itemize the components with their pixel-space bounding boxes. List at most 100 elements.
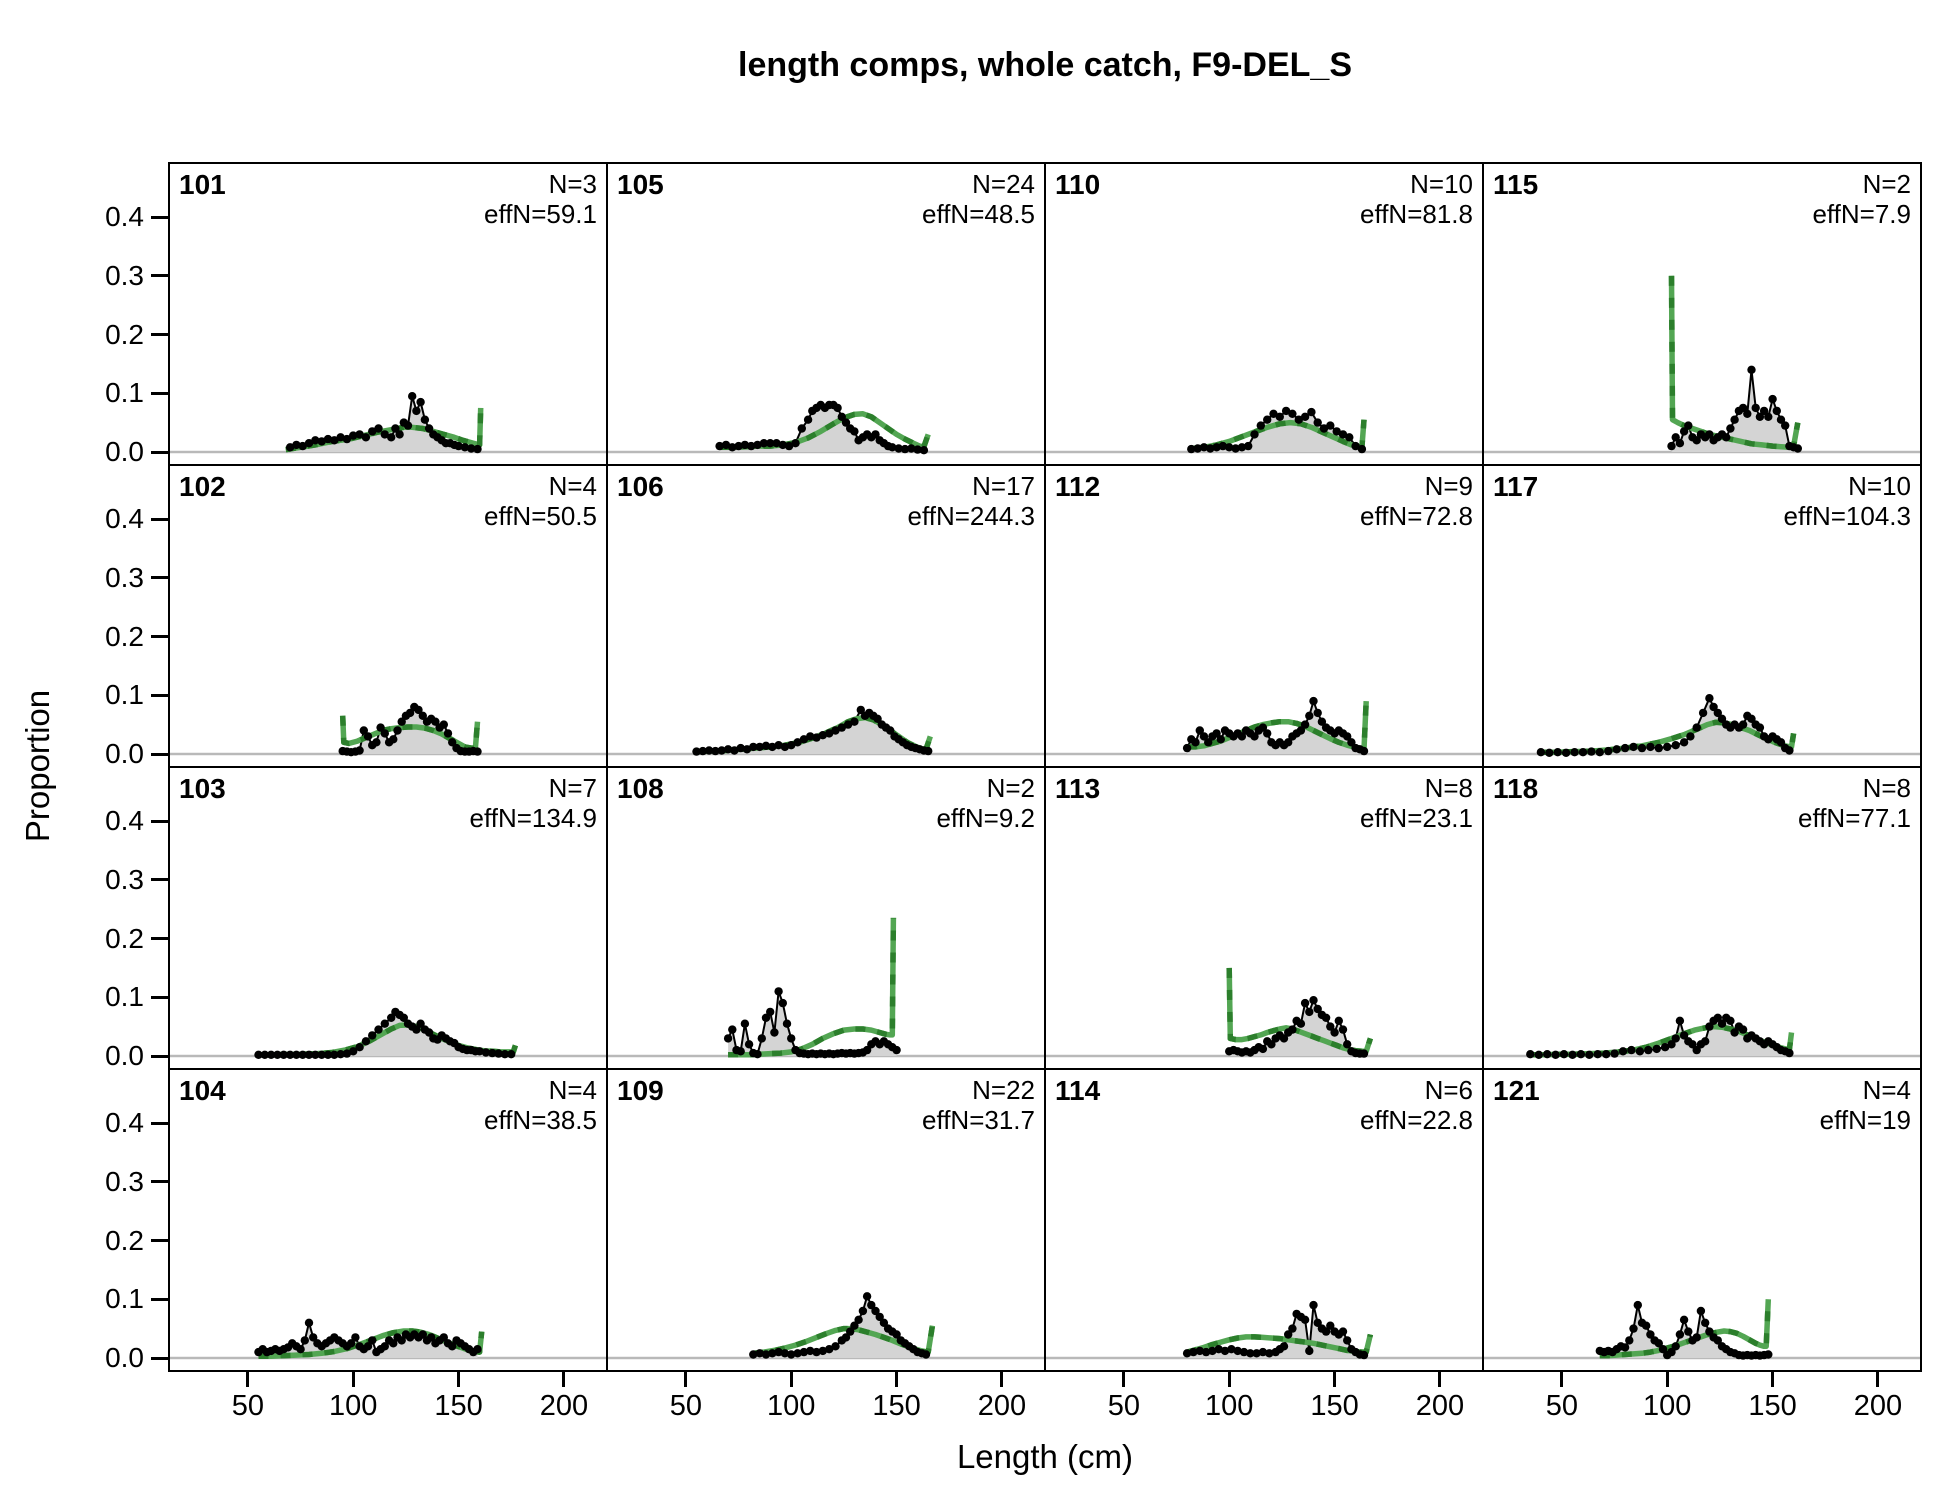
panel-plot-area [1046,1300,1482,1360]
observed-point [1300,998,1310,1008]
observed-area [1671,369,1798,452]
observed-point [825,1345,834,1354]
observed-point [363,1342,373,1351]
observed-point [405,708,415,718]
observed-point [1216,735,1225,744]
observed-point [368,1336,377,1345]
panel-effn-label: effN=72.8 [1359,501,1473,531]
y-tick-label: 0.2 [105,1224,144,1256]
panel-110: 110 N=10 effN=81.8 [1046,164,1482,464]
y-axis-title: Proportion [19,689,56,843]
observed-point [704,746,714,755]
y-tick-mark [151,517,168,521]
observed-point [749,1350,758,1359]
observed-point [368,427,377,436]
observed-point [753,440,762,450]
observed-point [376,723,385,732]
observed-point [837,412,846,421]
observed-point [1593,1050,1602,1059]
panel-id-label: 106 [617,471,664,502]
observed-point [1265,1349,1274,1358]
observed-point [355,746,364,755]
observed-point [1709,702,1718,712]
observed-point [1218,441,1228,451]
observed-point [1576,1050,1586,1059]
observed-point [1620,1343,1630,1352]
observed-point [439,720,448,729]
chart-title: length comps, whole catch, F9-DEL_S [738,46,1352,84]
observed-point [1296,726,1306,735]
observed-point [1319,424,1329,433]
observed-point [1675,439,1685,448]
observed-point [292,440,301,450]
observed-point [1755,412,1765,421]
observed-point [1722,433,1731,442]
observed-point [1713,1336,1722,1345]
observed-point [380,729,389,738]
observed-point [1321,1013,1331,1022]
observed-point [1536,748,1546,757]
observed-point [1671,1342,1680,1351]
x-tick-label: 50 [669,1390,703,1422]
observed-point [1646,742,1655,752]
observed-point [304,439,314,448]
panel-106: 106 N=17 effN=244.3 [608,466,1044,766]
panel-effn-label: effN=134.9 [469,803,597,833]
y-tick-label: 0.3 [105,561,144,593]
observed-point [323,1050,333,1059]
x-tick-mark [1000,1372,1004,1387]
observed-point [1747,714,1756,723]
observed-point [439,1333,448,1342]
observed-point [1625,1336,1634,1345]
panel-sample-info: N=8 effN=23.1 [1360,773,1473,833]
observed-point [1357,444,1367,454]
y-tick-label: 0.0 [105,1342,144,1373]
observed-point [361,1037,371,1046]
panel-n-label: N=8 [1862,773,1911,803]
observed-point [1620,743,1630,753]
x-tick-label: 50 [1545,1390,1579,1422]
y-tick-mark [151,1180,168,1184]
panel-sample-info: N=4 effN=38.5 [484,1075,597,1135]
x-tick-mark [1438,1372,1442,1387]
panel-n-label: N=6 [1424,1075,1473,1105]
observed-point [1220,1346,1230,1356]
observed-point [1263,415,1272,424]
panel-id-label: 110 [1055,169,1101,200]
observed-point [500,1050,510,1059]
observed-point [1294,415,1303,424]
observed-point [1351,441,1360,451]
observed-point [1679,427,1689,436]
y-tick-label: 0.3 [105,1165,144,1197]
observed-point [1671,741,1680,750]
observed-point [1776,738,1786,747]
observed-point [475,1047,484,1056]
observed-point [1313,708,1322,718]
observed-point [1652,1044,1661,1054]
observed-point [393,726,402,735]
panel-113: 113 N=8 effN=23.1 [1046,768,1482,1068]
observed-point [454,441,463,451]
y-tick-mark [151,1356,168,1360]
observed-point [692,747,701,756]
observed-point [1258,723,1268,732]
observed-point [843,720,853,729]
observed-point [1654,743,1663,753]
observed-point [1738,720,1748,729]
panel-n-label: N=24 [972,169,1035,199]
observed-point [317,1050,326,1059]
x-tick-label: 200 [539,1390,589,1422]
observed-point [1263,729,1272,738]
observed-point [418,1330,427,1339]
observed-point [913,445,922,454]
observed-area [258,1322,478,1358]
observed-point [812,1347,821,1357]
observed-point [473,1345,482,1354]
observed-point [481,1048,491,1057]
observed-point [787,741,796,750]
observed-point [1199,732,1209,741]
observed-point [1764,1350,1773,1359]
panel-plot-area [1046,967,1482,1058]
observed-point [1212,729,1221,738]
y-tick-label: 0.1 [105,679,144,711]
